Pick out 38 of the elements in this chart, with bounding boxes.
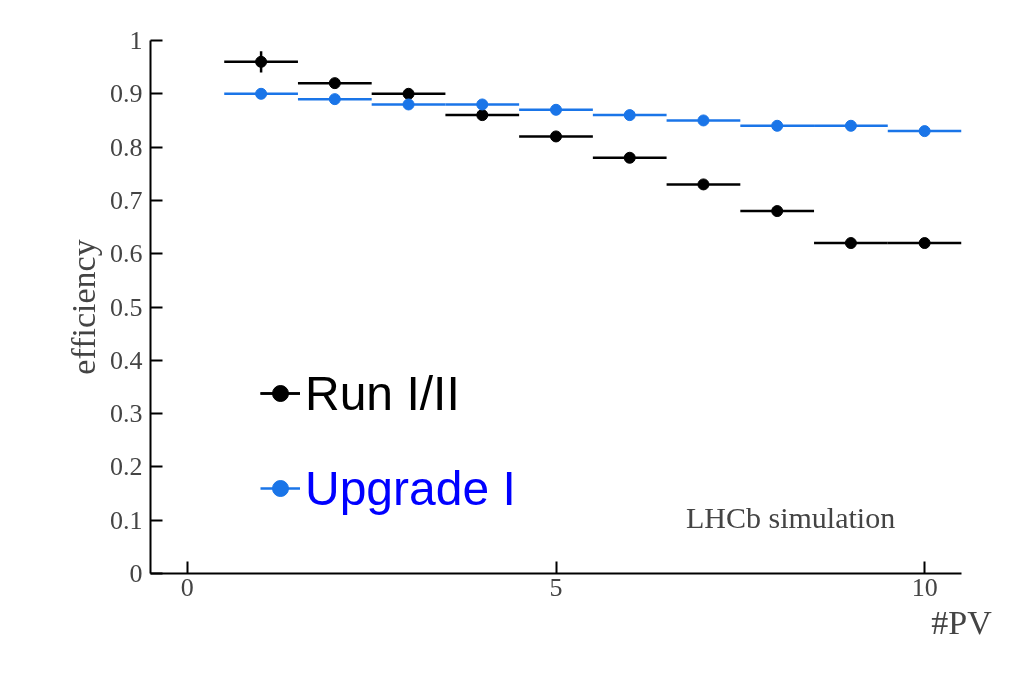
- point: [771, 119, 784, 132]
- point: [550, 103, 562, 116]
- point: [623, 109, 636, 122]
- y-tick-label: 1: [129, 26, 143, 55]
- x-axis-title: #PV: [931, 603, 993, 641]
- point: [844, 237, 857, 250]
- y-tick-label: 0.4: [110, 345, 143, 375]
- point: [476, 98, 489, 111]
- legend-label: Upgrade I: [305, 460, 516, 517]
- y-axis-title: efficiency: [65, 239, 102, 375]
- annotation: LHCb simulation: [685, 500, 896, 534]
- y-tick-label: 0.7: [110, 185, 143, 215]
- x-tick-label: 10: [911, 572, 938, 602]
- y-tick-label: 0.2: [110, 452, 143, 482]
- point: [328, 77, 341, 90]
- point: [697, 178, 710, 191]
- point: [918, 125, 931, 138]
- point: [771, 205, 784, 218]
- point: [550, 130, 562, 143]
- point: [623, 151, 636, 164]
- point: [255, 87, 268, 100]
- point: [328, 93, 341, 106]
- point: [844, 119, 857, 132]
- y-tick-label: 0.8: [110, 132, 143, 162]
- x-tick-label: 5: [549, 572, 563, 602]
- point: [255, 55, 268, 68]
- y-tick-label: 0.5: [110, 292, 143, 322]
- point: [476, 109, 489, 122]
- point: [402, 87, 415, 100]
- point: [402, 98, 415, 111]
- y-tick-label: 0.1: [110, 505, 143, 535]
- y-tick-label: 0.6: [110, 239, 143, 269]
- point: [918, 237, 931, 250]
- y-tick-label: 0.3: [110, 399, 143, 429]
- x-tick-label: 0: [180, 572, 194, 602]
- y-tick-label: 0.9: [110, 79, 143, 109]
- legend-label: Run I/II: [305, 365, 460, 422]
- point: [697, 114, 710, 127]
